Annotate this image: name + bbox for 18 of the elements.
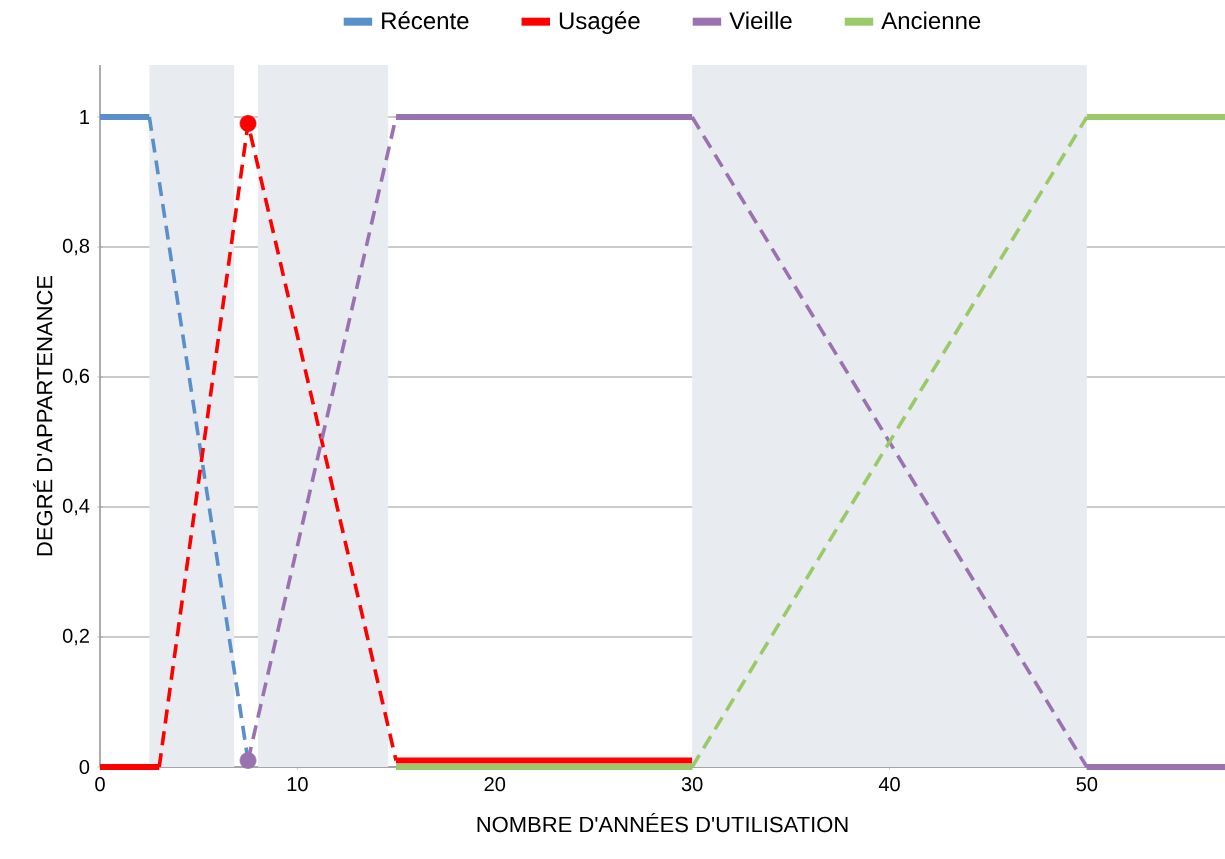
y-axis-title: DEGRÉ D'APPARTENANCE — [33, 275, 53, 556]
y-tick-label: 0 — [79, 759, 90, 775]
y-tick-label: 0,4 — [62, 498, 90, 516]
y-tick-label: 0,6 — [62, 368, 90, 386]
legend-label: Ancienne — [881, 11, 981, 30]
x-tick-label: 50 — [1076, 777, 1098, 792]
x-tick-label: 10 — [287, 777, 308, 792]
y-tick-label: 1 — [80, 110, 89, 124]
legend-label: Vieille — [729, 11, 792, 30]
x-tick-label: 30 — [681, 777, 703, 792]
legend-label: Récente — [382, 11, 469, 30]
y-tick-label: 0,2 — [62, 628, 89, 646]
x-tick-label: 20 — [484, 777, 506, 792]
x-tick-label: 40 — [878, 777, 900, 792]
legend-label: Usagée — [559, 11, 640, 35]
y-tick-label: 0,8 — [62, 238, 90, 256]
x-tick-label: 0 — [95, 777, 105, 792]
x-axis-title: NOMBRE D'ANNÉES D'UTILISATION — [477, 812, 848, 833]
